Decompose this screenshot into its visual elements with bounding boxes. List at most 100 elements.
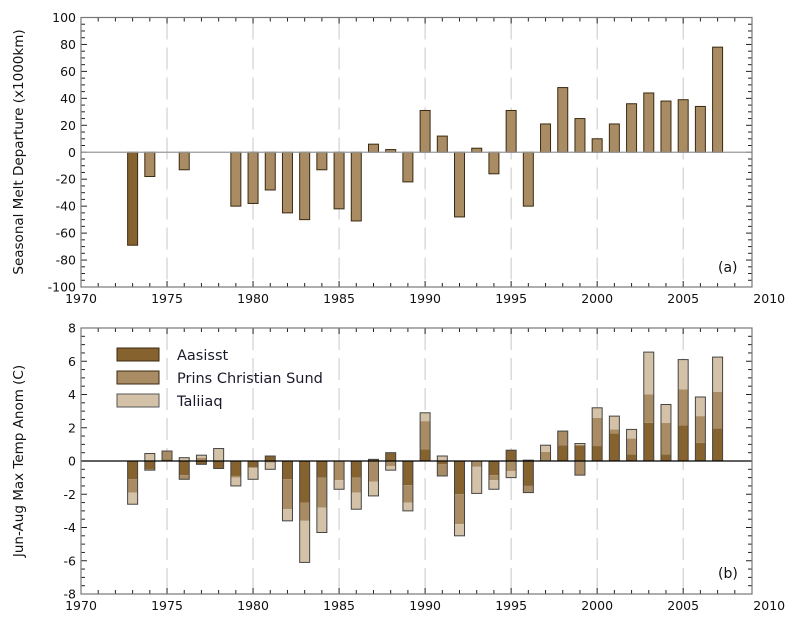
panel-b-bar-segment-taliiaq-1993 [471, 466, 482, 494]
panel-b-bar-segment-aasisst-2004 [660, 454, 671, 461]
panel-b-bar-segment-prins-christian-sund-1973 [127, 479, 138, 493]
panel-a-bar-2006 [694, 105, 706, 153]
panel-a-x-tick-label: 1980 [237, 291, 269, 306]
panel-a-label: (a) [718, 260, 738, 276]
panel-a-x-tick-label: 1970 [65, 291, 97, 306]
panel-b-y-tick-label: -4 [64, 520, 77, 535]
panel-b-bar-segment-taliiaq-2003 [643, 352, 654, 395]
panel-b-x-tick-label: 1985 [323, 598, 355, 613]
panel-b-bar-segment-prins-christian-sund-2006 [695, 416, 706, 443]
legend-swatch-aasisst [116, 347, 160, 362]
panel-a-ylabel: Seasonal Melt Departure (x1000km) [11, 29, 27, 274]
legend: Aasisst Prins Christian Sund Taliiaq [116, 347, 323, 410]
panel-b-bar-segment-taliiaq-1977 [196, 455, 207, 458]
panel-b-bar-segment-prins-christian-sund-2005 [678, 389, 689, 426]
panel-b-bar-segment-taliiaq-2002 [626, 429, 637, 439]
panel-b-bar-segment-prins-christian-sund-1987 [368, 461, 379, 482]
panel-b-bar-segment-aasisst-2006 [695, 442, 706, 461]
panel-b-bar-segment-prins-christian-sund-2007 [712, 392, 723, 429]
panel-a-y-tick-label: -40 [56, 199, 76, 214]
panel-b-bar-segment-aasisst-1983 [299, 461, 310, 503]
panel-a-bar-1993 [471, 147, 483, 153]
panel-b-bar-segment-prins-christian-sund-1976 [179, 475, 190, 480]
panel-b-bar-segment-aasisst-1991 [437, 461, 448, 465]
panel-b-bar-segment-taliiaq-2004 [660, 404, 671, 423]
panel-b-bar-segment-taliiaq-2001 [609, 416, 620, 430]
panel-b-bar-segment-aasisst-1979 [230, 461, 241, 476]
panel-b-bar-segment-aasisst-1975 [162, 459, 173, 461]
panel-b-bar-segment-taliiaq-1973 [127, 492, 138, 505]
panel-b-plot-frame [80, 327, 753, 595]
panel-b-bar-segment-taliiaq-1995 [506, 470, 517, 478]
panel-b-bar-segment-prins-christian-sund-1975 [162, 451, 173, 460]
panel-a-y-tick-label: 0 [68, 145, 76, 160]
panel-a-y-tick-label: 40 [60, 91, 76, 106]
panel-b-bar-segment-taliiaq-1986 [351, 492, 362, 510]
panel-b-bar-segment-prins-christian-sund-1996 [523, 485, 534, 493]
panel-b-bar-segment-taliiaq-1983 [299, 520, 310, 563]
panel-b-bar-segment-prins-christian-sund-2000 [592, 417, 603, 447]
panel-a-y-tick-label: 80 [60, 37, 76, 52]
panel-b-bar-segment-taliiaq-1982 [282, 509, 293, 521]
panel-b-x-tick-label: 1970 [65, 598, 97, 613]
panel-a-bar-2005 [677, 99, 689, 153]
panel-a-x-tick-label: 2005 [667, 291, 699, 306]
panel-b-bar-segment-taliiaq-1981 [265, 462, 276, 470]
legend-label-prins-christian-sund: Prins Christian Sund [177, 371, 323, 387]
panel-a-y-tick-label: 100 [52, 10, 76, 25]
panel-b-bar-segment-taliiaq-1985 [334, 480, 345, 490]
panel-b-bar-segment-aasisst-1976 [179, 461, 190, 476]
panel-b-bar-segment-taliiaq-1991 [437, 456, 448, 461]
panel-a-bar-2000 [591, 138, 603, 153]
panel-a-x-tick-label: 1995 [495, 291, 527, 306]
panel-b-x-tick-label: 2000 [581, 598, 613, 613]
panel-b-bar-segment-prins-christian-sund-1991 [437, 464, 448, 476]
panel-b-bar-segment-aasisst-2005 [678, 425, 689, 461]
panel-b-y-tick-label: 2 [68, 420, 76, 435]
panel-b-bar-segment-taliiaq-1974 [144, 453, 155, 461]
legend-swatch-taliiaq [116, 393, 160, 408]
panel-b-bar-segment-aasisst-2002 [626, 454, 637, 461]
panel-b-bar-segment-prins-christian-sund-1977 [196, 457, 207, 461]
panel-b-y-tick-label: -6 [64, 553, 77, 568]
panel-b-bar-segment-taliiaq-1999 [574, 443, 585, 446]
panel-a-bar-1973 [127, 151, 139, 246]
panel-b-bar-segment-aasisst-1981 [265, 456, 276, 461]
panel-b-bar-segment-aasisst-2000 [592, 446, 603, 461]
panel-b-bar-segment-taliiaq-1997 [540, 445, 551, 452]
panel-a-bar-1995 [505, 109, 517, 153]
panel-a-x-tick-label: 1985 [323, 291, 355, 306]
panel-b-bar-segment-prins-christian-sund-1982 [282, 479, 293, 510]
panel-b-y-tick-label: 6 [68, 354, 76, 369]
panel-b-bar-segment-aasisst-1977 [196, 461, 207, 465]
panel-b-bar-segment-aasisst-1994 [488, 461, 499, 476]
panel-b-ylabel: Jun-Aug Max Temp Anom (C) [11, 365, 27, 558]
panel-b-bar-segment-taliiaq-1979 [230, 477, 241, 486]
panel-b-y-tick-label: 8 [68, 321, 76, 336]
panel-a-bar-1997 [540, 123, 552, 153]
panel-b-bar-segment-prins-christian-sund-1979 [230, 475, 241, 478]
panel-b-bar-segment-taliiaq-2006 [695, 396, 706, 417]
panel-b-temp-anomaly: -8 -6 -4 -2 0 2 4 6 8 1970 1975 1980 1985 1990 1995 200… [64, 321, 786, 614]
panel-b-bar-segment-aasisst-1980 [248, 461, 259, 468]
panel-b-bar-segment-prins-christian-sund-1994 [488, 475, 499, 481]
panel-b-bar-segment-prins-christian-sund-1993 [471, 461, 482, 467]
panel-b-bar-segment-prins-christian-sund-1990 [420, 421, 431, 450]
panel-b-bar-segment-prins-christian-sund-1986 [351, 477, 362, 493]
panel-b-bar-segment-aasisst-1995 [506, 450, 517, 461]
panel-b-bar-segment-taliiaq-2000 [592, 407, 603, 418]
panel-b-bar-segment-aasisst-2007 [712, 428, 723, 461]
panel-b-x-tick-label: 1975 [151, 598, 183, 613]
panel-b-bar-segment-aasisst-1973 [127, 461, 138, 480]
legend-label-aasisst: Aasisst [177, 348, 228, 364]
panel-a-bar-1989 [402, 151, 414, 183]
panel-b-bar-segment-aasisst-1987 [368, 459, 379, 461]
panel-b-bar-segment-aasisst-1982 [282, 461, 293, 480]
panel-a-bar-1996 [522, 151, 534, 207]
panel-a-bar-1985 [333, 151, 345, 210]
panel-a-y-tick-label: -20 [56, 172, 76, 187]
panel-b-x-tick-label: 1990 [409, 598, 441, 613]
panel-a-bar-1990 [419, 109, 431, 153]
panel-b-bar-segment-taliiaq-1994 [488, 480, 499, 490]
